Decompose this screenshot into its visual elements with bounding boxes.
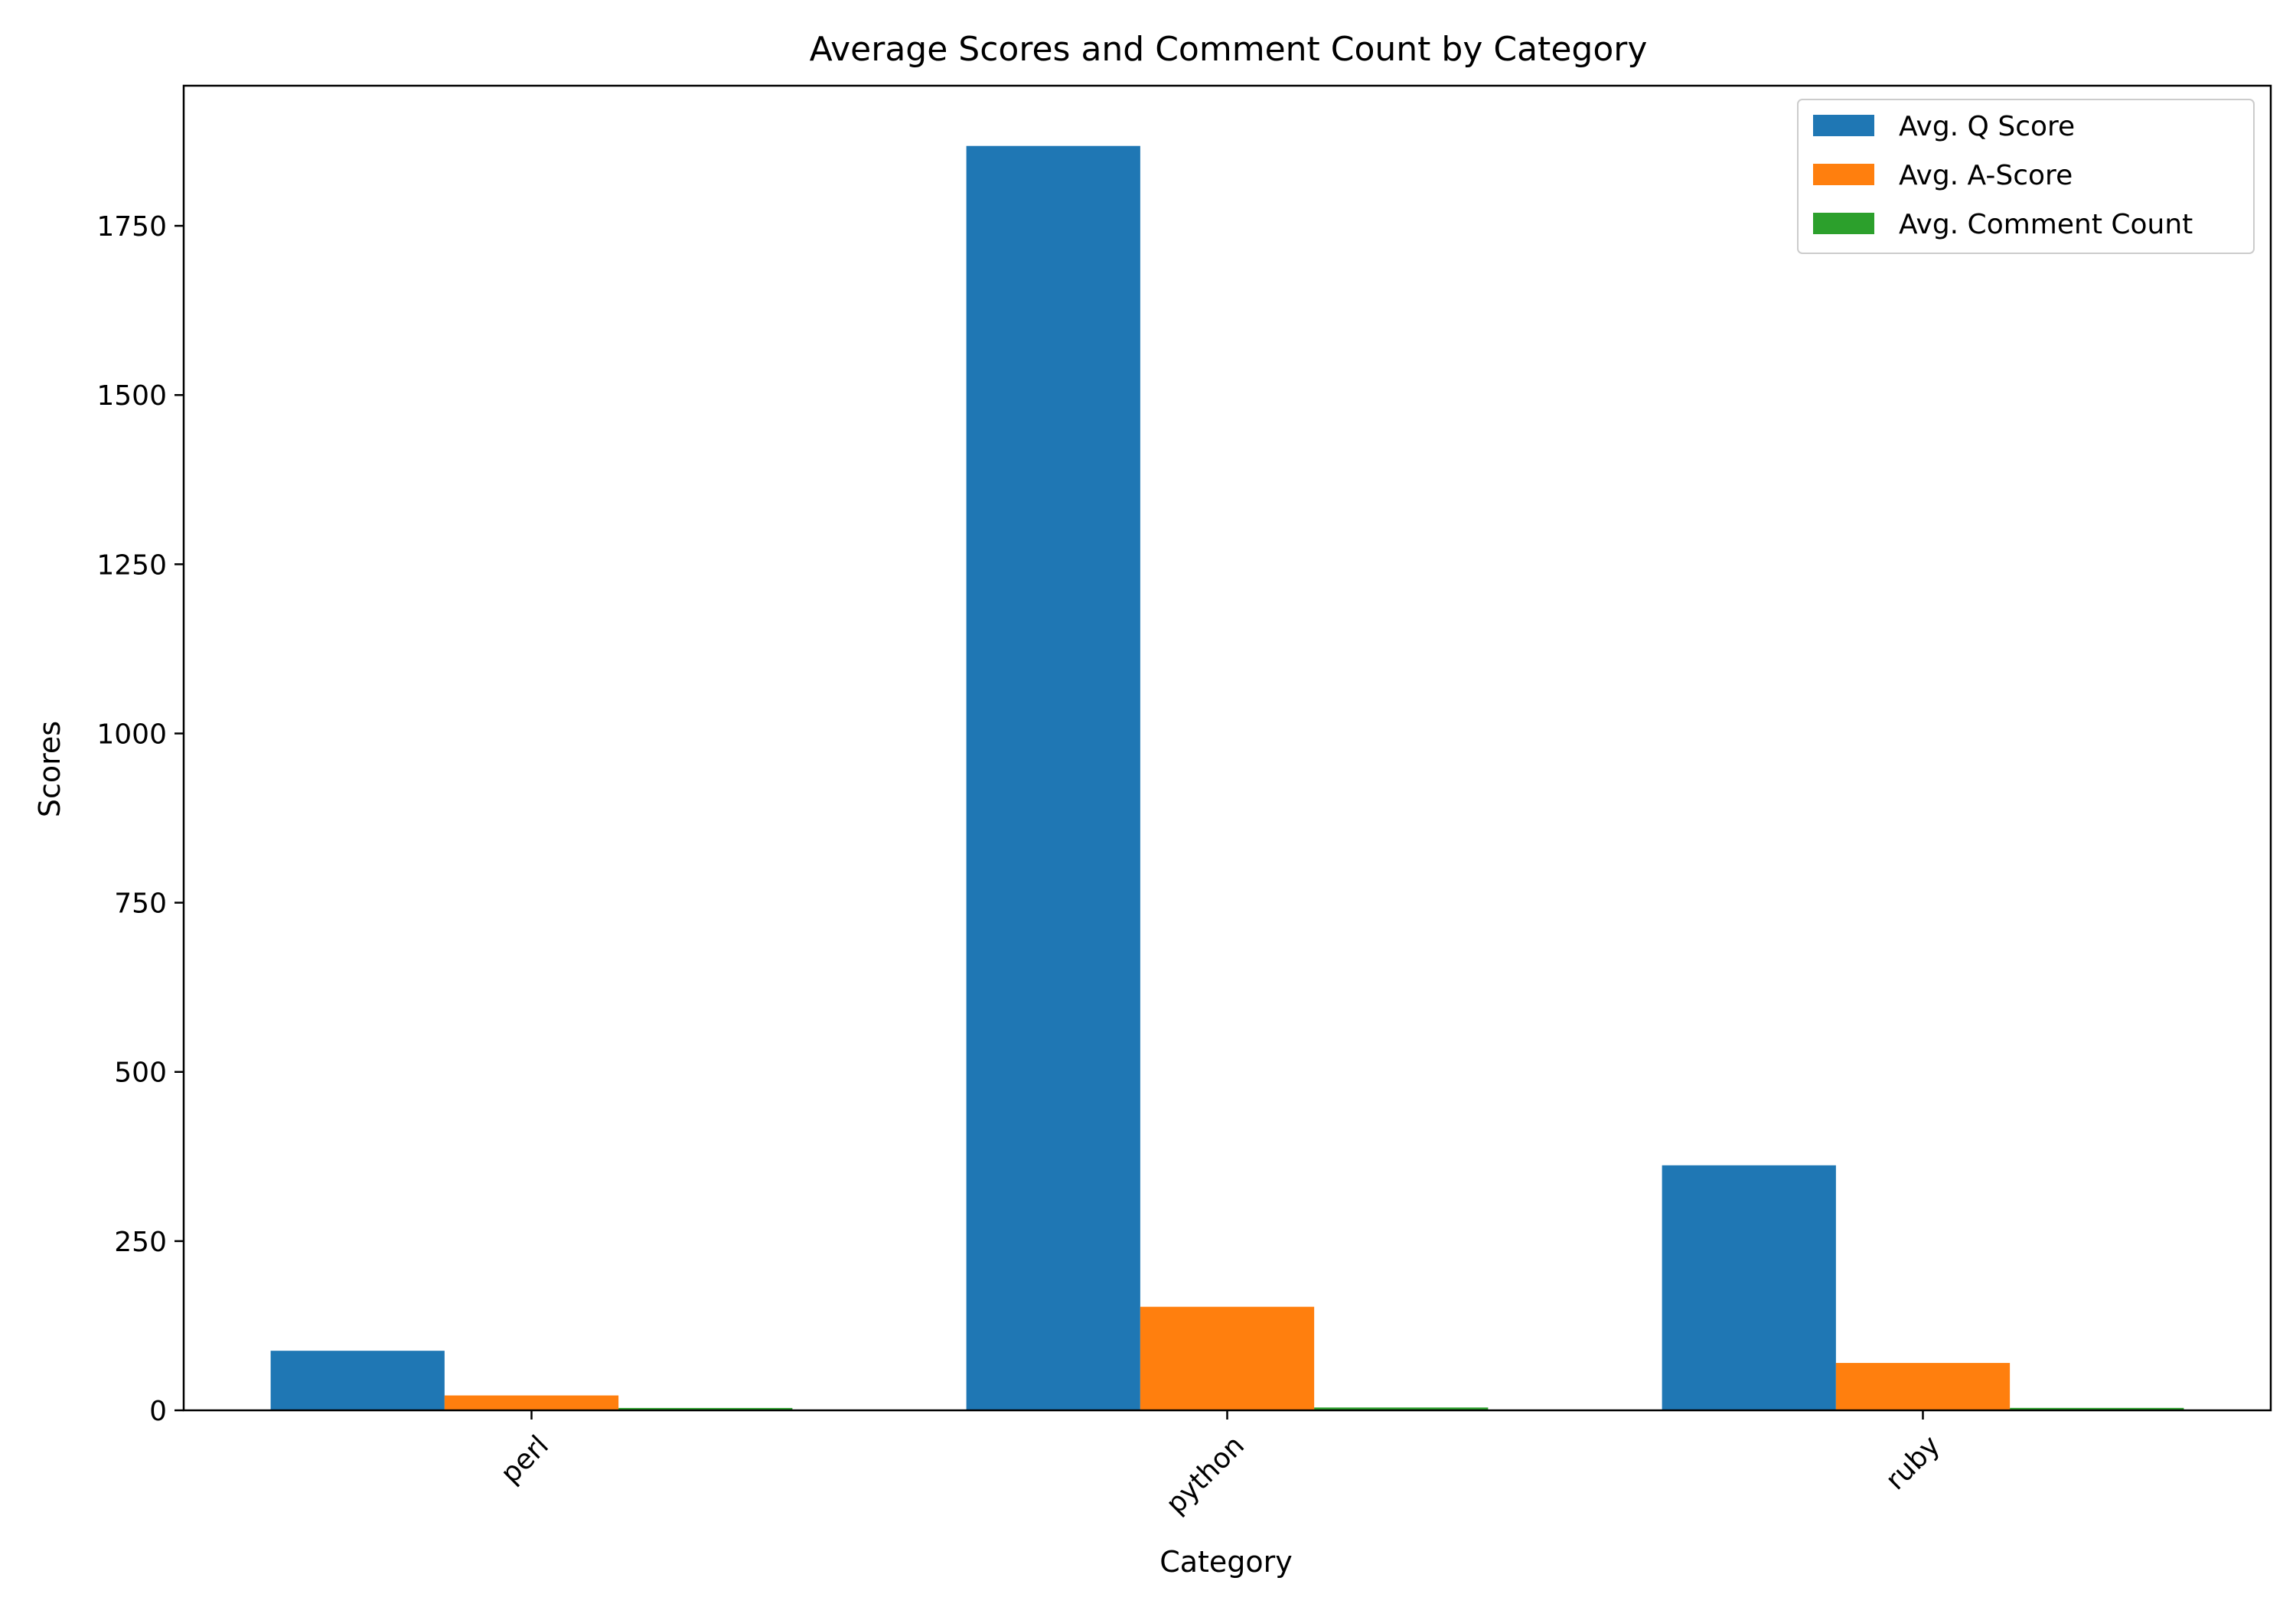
chart-title: Average Scores and Comment Count by Cate… (810, 30, 1648, 69)
y-tick-label: 0 (149, 1396, 167, 1427)
bar-perl-series-2 (444, 1395, 619, 1410)
legend-box (1797, 99, 2255, 254)
legend-label-2: Avg. A-Score (1899, 160, 2073, 191)
bar-perl-series-3 (618, 1407, 793, 1410)
y-tick-label: 1000 (96, 719, 167, 750)
x-axis-label: Category (1159, 1545, 1293, 1579)
y-tick-label: 750 (114, 888, 167, 920)
legend: Avg. Q Score Avg. A-Score Avg. Comment Cou… (1797, 99, 2255, 254)
legend-label-1: Avg. Q Score (1899, 111, 2075, 142)
x-tick-label-python: python (1160, 1429, 1251, 1520)
plot-frame (182, 84, 2272, 1412)
series-1 (270, 145, 1836, 1411)
axes-layer: 0 250 500 750 1000 1250 1500 1750 perl python ruby (96, 84, 2272, 1521)
bar-python-series-1 (966, 145, 1140, 1411)
y-tick-label: 1500 (96, 380, 167, 412)
bar-ruby-series-1 (1662, 1165, 1836, 1410)
bar-ruby-series-3 (2010, 1407, 2184, 1410)
y-tick-label: 1750 (96, 211, 167, 243)
y-tick-label: 1250 (96, 549, 167, 581)
x-tick-label-perl: perl (495, 1429, 555, 1489)
y-tick-label: 500 (114, 1058, 167, 1089)
bar-python-series-2 (1140, 1306, 1315, 1410)
bars-layer (270, 145, 2184, 1411)
series-3 (618, 1407, 2184, 1410)
legend-swatch-3 (1813, 213, 1874, 234)
legend-swatch-1 (1813, 115, 1874, 136)
legend-label-3: Avg. Comment Count (1899, 209, 2193, 240)
legend-swatch-2 (1813, 164, 1874, 185)
y-tick-label: 250 (114, 1227, 167, 1258)
y-axis-label: Scores (33, 721, 67, 817)
x-tick-label-ruby: ruby (1880, 1429, 1946, 1496)
bar-ruby-series-2 (1835, 1363, 2011, 1410)
series-2 (444, 1306, 2011, 1410)
bar-perl-series-1 (270, 1351, 445, 1410)
bar-python-series-3 (1314, 1407, 1489, 1410)
